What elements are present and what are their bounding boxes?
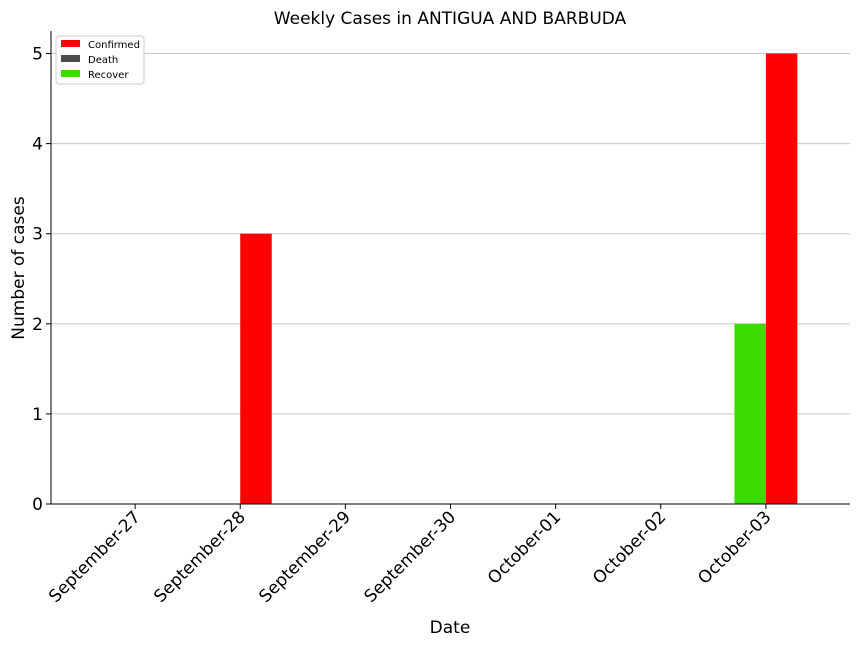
- y-tick-label: 5: [32, 45, 43, 65]
- chart-title: Weekly Cases in ANTIGUA AND BARBUDA: [274, 9, 627, 29]
- y-axis-label: Number of cases: [9, 196, 29, 340]
- y-tick-label: 4: [32, 135, 43, 155]
- x-tick-label: September-29: [255, 507, 354, 606]
- legend-swatch-confirmed: [61, 40, 80, 47]
- x-tick-label: October-03: [694, 507, 775, 588]
- legend-label-recover: Recover: [88, 70, 129, 81]
- bar-confirmed-october-03: [765, 53, 798, 505]
- x-axis-label: Date: [430, 618, 471, 638]
- legend: Confirmed Death Recover: [55, 35, 145, 85]
- x-tick-label: October-01: [484, 507, 565, 588]
- bar-recover-october-03: [734, 323, 766, 504]
- legend-label-death: Death: [88, 55, 118, 66]
- y-tick-label: 1: [32, 405, 43, 425]
- bar-confirmed-september-28: [240, 233, 272, 504]
- legend-label-confirmed: Confirmed: [88, 40, 140, 51]
- legend-swatch-recover: [61, 70, 80, 77]
- bars-group: [240, 53, 798, 505]
- x-ticks: September-27 September-28 September-29 Sept…: [45, 504, 775, 607]
- legend-swatch-death: [61, 55, 80, 62]
- axes: [50, 31, 850, 505]
- y-tick-label: 0: [32, 495, 43, 515]
- y-ticks: 0 1 2 3 4 5: [32, 45, 51, 515]
- y-tick-label: 3: [32, 225, 43, 245]
- x-tick-label: October-02: [589, 507, 670, 588]
- x-tick-label: September-28: [150, 507, 249, 606]
- grid-lines: [51, 53, 850, 415]
- y-tick-label: 2: [32, 315, 43, 335]
- legend-items: Confirmed Death Recover: [61, 40, 140, 81]
- x-tick-label: September-27: [45, 507, 144, 606]
- x-tick-label: September-30: [361, 507, 460, 606]
